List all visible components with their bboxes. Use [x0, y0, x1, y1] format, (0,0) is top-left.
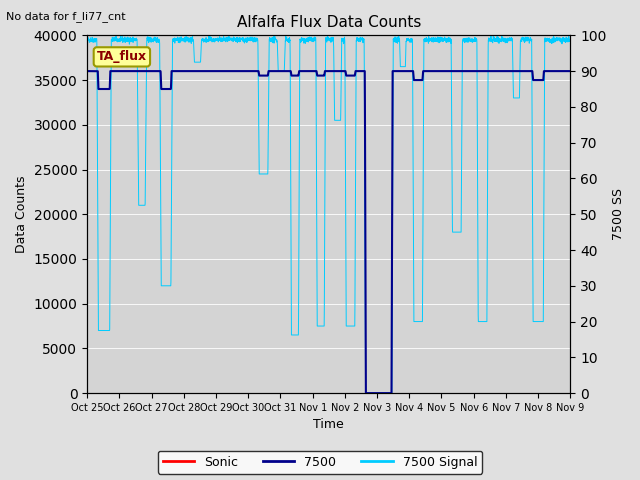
- Legend: Sonic, 7500, 7500 Signal: Sonic, 7500, 7500 Signal: [158, 451, 482, 474]
- X-axis label: Time: Time: [314, 419, 344, 432]
- Title: Alfalfa Flux Data Counts: Alfalfa Flux Data Counts: [237, 15, 421, 30]
- Text: TA_flux: TA_flux: [97, 50, 147, 63]
- Text: No data for f_li77_cnt: No data for f_li77_cnt: [6, 11, 126, 22]
- Y-axis label: Data Counts: Data Counts: [15, 176, 28, 253]
- Y-axis label: 7500 SS: 7500 SS: [612, 188, 625, 240]
